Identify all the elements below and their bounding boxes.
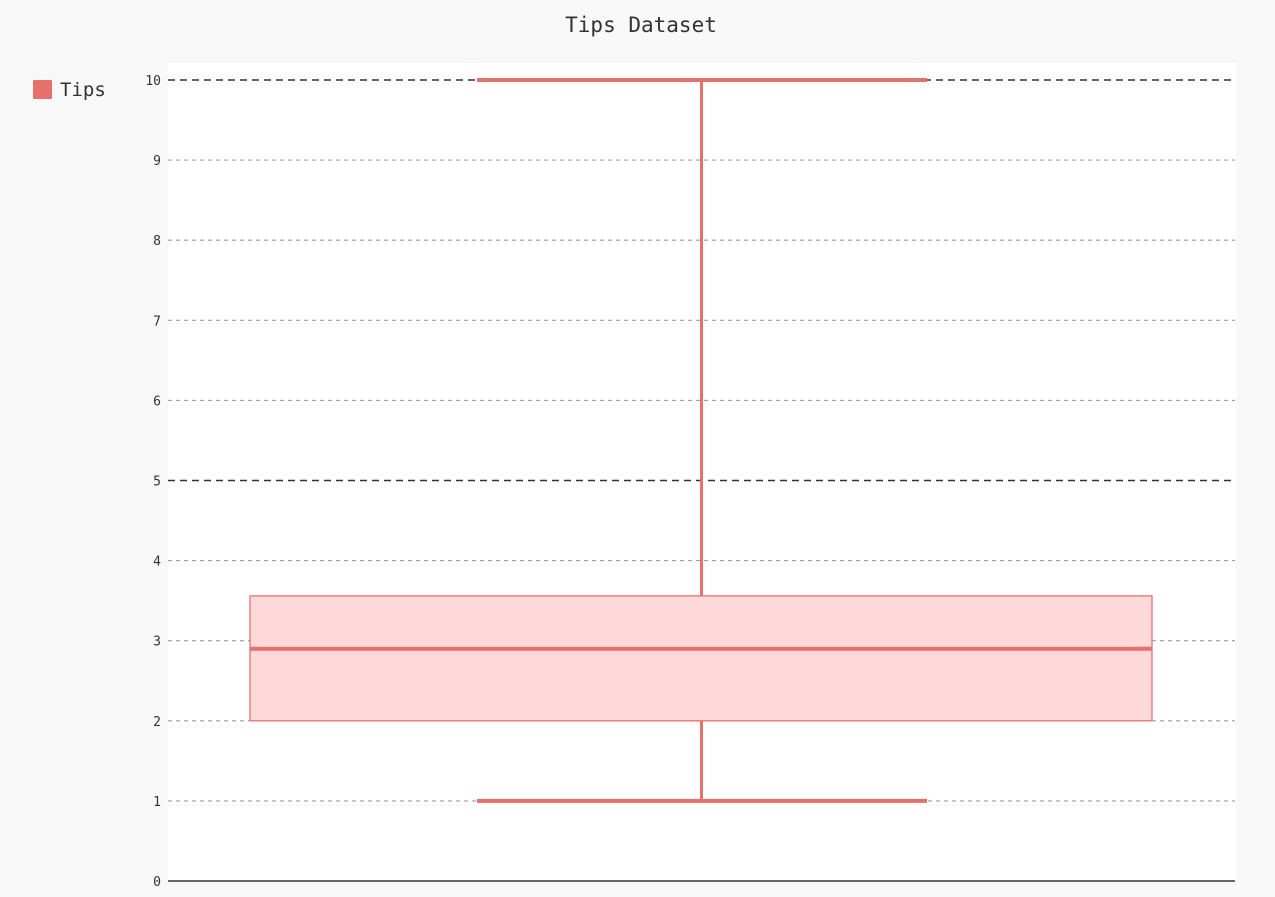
y-tick-label: 8: [153, 234, 161, 249]
y-tick-label: 7: [153, 314, 161, 329]
y-tick-label: 10: [145, 74, 161, 89]
y-tick-label: 2: [153, 715, 161, 730]
y-tick-label: 9: [153, 154, 161, 169]
box-plot-series-tips: [249, 78, 1153, 803]
y-tick-label: 3: [153, 635, 161, 650]
legend-swatch-tips: [33, 80, 52, 99]
y-tick-label: 0: [153, 875, 161, 890]
y-tick-label: 6: [153, 394, 161, 409]
y-tick-label: 5: [153, 475, 161, 490]
legend: Tips: [33, 79, 106, 101]
legend-label-tips: Tips: [60, 79, 106, 101]
chart-title: Tips Dataset: [565, 13, 717, 37]
y-tick-label: 1: [153, 795, 161, 810]
box-iqr: [249, 595, 1153, 722]
y-tick-label: 4: [153, 555, 161, 570]
y-axis-ticks: 0 1 2 3 4 5 6 7 8 9 10: [145, 74, 161, 890]
